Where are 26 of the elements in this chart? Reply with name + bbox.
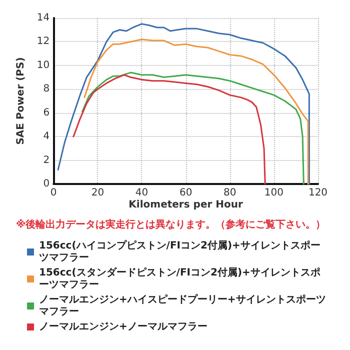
x-tick-label: 20 — [91, 188, 104, 198]
x-tick-label: 40 — [135, 188, 148, 198]
text: ※後輪出力データは実走行とは異なります。（参考にご覧下さい。） — [16, 218, 326, 230]
y-tick-label: 0 — [43, 178, 50, 190]
y-tick-label: 4 — [43, 131, 50, 142]
x-tick-label: 120 — [308, 188, 328, 198]
legend-label: ノーマルエンジン+ハイスピードプーリー+サイレントスポーツマフラー — [39, 294, 326, 318]
line-series — [84, 38, 309, 185]
x-axis-title: Kilometers per Hour — [128, 200, 244, 210]
y-tick-label: 14 — [36, 12, 50, 24]
x-tick-label: 100 — [264, 188, 284, 198]
legend-label: 156cc(ハイコンプピストン/FIコン2付属)+サイレントスポーツマフラー — [39, 240, 320, 264]
y-axis-title: SAE Power (PS) — [16, 57, 26, 145]
y-tick-label: 6 — [43, 107, 50, 118]
y-tick-label: 2 — [43, 154, 50, 166]
y-tick-label: 10 — [36, 60, 50, 71]
x-tick-label: 60 — [179, 188, 192, 198]
line-series — [82, 72, 304, 185]
line-series — [57, 23, 310, 185]
legend-label: ノーマルエンジン+ノーマルマフラー — [39, 322, 208, 332]
y-tick-label: 12 — [36, 36, 50, 48]
legend-label: 156cc(スタンダードピストン/FIコン2付属)+サイレントスポーツマフラー — [39, 266, 320, 290]
x-tick-label: 0 — [50, 188, 57, 198]
line-series — [72, 74, 266, 185]
x-tick-label: 80 — [224, 188, 236, 198]
y-tick-label: 8 — [43, 84, 50, 95]
